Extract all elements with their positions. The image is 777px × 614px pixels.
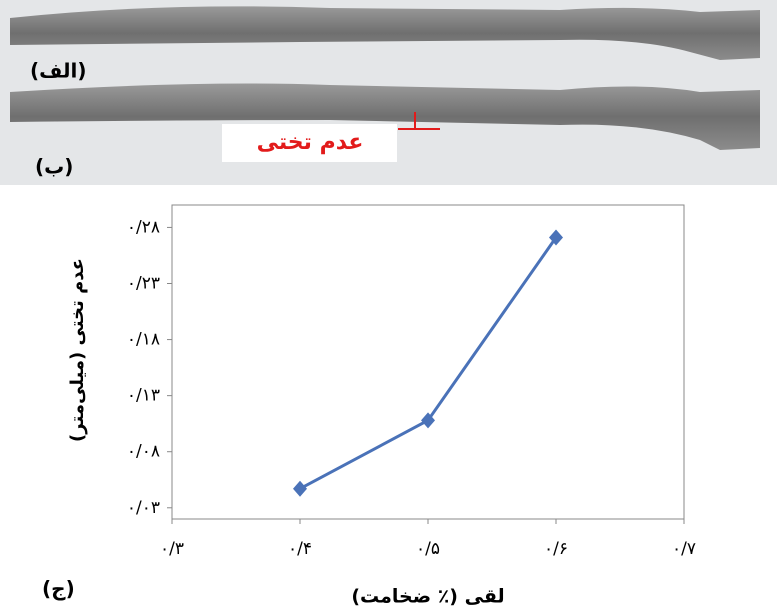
panel-label: (الف) <box>30 59 86 83</box>
marker <box>293 481 307 497</box>
panel-label: (ب) <box>35 155 73 179</box>
annotation: عدم تختی <box>257 130 364 155</box>
y-tick-label: ۰/۱۳ <box>127 386 160 406</box>
y-tick-label: ۰/۰۸ <box>127 442 160 462</box>
y-tick-label: ۰/۲۸ <box>127 217 160 237</box>
series-line <box>300 238 556 489</box>
y-tick-label: ۰/۲۳ <box>127 274 160 294</box>
x-tick-label: ۰/۷ <box>672 539 696 559</box>
figure: (الف) (ب) عدم تختی (ج) لقی (٪ ضخامت) عدم… <box>0 0 777 610</box>
y-axis-title: عدم تختی (میلی‌متر) <box>67 258 88 442</box>
x-tick-label: ۰/۵ <box>416 539 440 559</box>
y-tick-label: ۰/۰۳ <box>127 498 160 518</box>
x-tick-label: ۰/۶ <box>544 539 568 559</box>
x-tick-label: ۰/۳ <box>160 539 184 559</box>
y-tick-label: ۰/۱۸ <box>127 330 160 350</box>
x-tick-label: ۰/۴ <box>288 539 312 559</box>
plot-area <box>172 205 684 519</box>
panel-label: (ج) <box>42 577 75 601</box>
x-axis-title: لقی (٪ ضخامت) <box>351 586 504 608</box>
